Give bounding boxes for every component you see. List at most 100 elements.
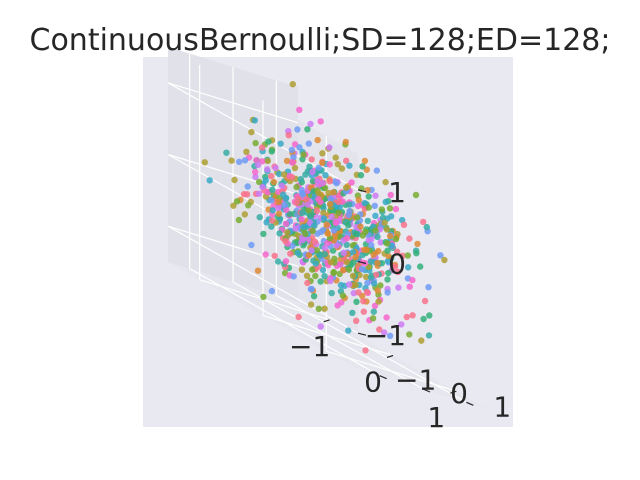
- scatter-point: [268, 217, 276, 224]
- scatter-point: [304, 279, 311, 287]
- scatter-point: [307, 285, 315, 293]
- scatter-point: [333, 180, 340, 187]
- scatter-point: [353, 230, 360, 237]
- scatter-point: [270, 178, 278, 186]
- scatter-point: [299, 236, 306, 243]
- scatter-point: [302, 171, 309, 178]
- scatter-point: [292, 225, 299, 232]
- scatter-point: [399, 252, 406, 259]
- scatter-point: [327, 195, 334, 202]
- scatter-point: [290, 154, 297, 161]
- scatter-point: [343, 235, 351, 242]
- scatter-point: [294, 249, 301, 257]
- x-tick-label: 0: [364, 366, 382, 399]
- tick-labels: −101−1 0 1−101: [289, 176, 511, 434]
- scatter-point: [289, 242, 296, 249]
- scatter-point: [414, 240, 421, 248]
- scatter-point: [395, 284, 402, 291]
- scatter-point: [363, 246, 370, 253]
- scatter-point: [326, 161, 333, 168]
- scatter-point: [349, 272, 357, 279]
- scatter-point: [441, 256, 448, 264]
- scatter-point: [379, 214, 387, 221]
- scatter-point: [260, 293, 267, 301]
- scatter-point: [307, 120, 314, 128]
- scatter-point: [319, 159, 326, 166]
- scatter-point: [339, 292, 347, 299]
- y-tick-mark: [379, 375, 387, 380]
- scatter-point: [316, 251, 323, 259]
- scatter-point: [304, 126, 311, 133]
- grid-y-floor: [276, 294, 467, 403]
- scatter-point: [290, 273, 297, 280]
- z-tick-mark: [357, 260, 367, 265]
- scatter-point: [382, 198, 389, 206]
- scatter-point: [268, 172, 275, 180]
- scatter-point: [364, 217, 371, 225]
- scatter-point: [330, 269, 337, 277]
- scatter-point: [296, 144, 303, 151]
- scatter-point: [340, 249, 347, 256]
- z-tick-label: 1: [388, 176, 406, 209]
- scatter-point: [319, 266, 327, 274]
- scatter-point: [309, 178, 317, 185]
- scatter-point: [233, 198, 241, 205]
- scatter-point: [241, 211, 248, 218]
- x-tick-label: −1: [289, 330, 330, 363]
- scatter-point: [315, 164, 322, 171]
- scatter-point: [314, 136, 321, 144]
- scatter-point: [384, 257, 391, 265]
- scatter-point: [278, 182, 286, 189]
- scatter-point: [319, 179, 327, 187]
- scatter-points: [201, 81, 448, 354]
- scatter-point: [268, 223, 275, 230]
- scatter-point: [345, 222, 352, 229]
- scatter-point: [291, 164, 299, 172]
- scatter-point: [412, 191, 420, 199]
- scatter-point: [384, 247, 391, 254]
- scatter-point: [259, 158, 266, 165]
- scatter-point: [350, 289, 357, 297]
- scatter-point: [372, 212, 379, 219]
- scatter-point: [258, 144, 266, 151]
- scatter-point: [282, 238, 289, 245]
- scatter-point: [374, 287, 381, 294]
- scatter-point: [305, 140, 312, 147]
- scatter-point: [332, 154, 339, 161]
- scatter-point: [272, 164, 279, 172]
- scatter-point: [376, 326, 383, 333]
- scatter-point: [392, 205, 400, 213]
- scatter-point: [400, 221, 408, 228]
- scatter-point: [386, 232, 394, 240]
- scatter-point: [357, 223, 364, 230]
- scatter-point: [308, 247, 315, 254]
- scatter-point: [289, 81, 296, 88]
- scatter-point: [382, 178, 389, 186]
- scatter-point: [369, 315, 377, 322]
- scatter-point: [264, 157, 271, 165]
- scatter-point: [336, 261, 344, 268]
- scatter-point: [313, 207, 321, 215]
- x-tick-label: 1: [427, 401, 445, 434]
- scatter-point: [236, 158, 243, 165]
- scatter-point: [295, 313, 302, 321]
- scatter-point: [268, 148, 275, 155]
- scatter-point: [423, 223, 430, 231]
- scatter-point: [255, 190, 263, 197]
- scatter-point: [288, 146, 295, 154]
- scatter-point: [372, 192, 379, 199]
- scatter-point: [307, 301, 315, 308]
- scatter-point: [322, 172, 329, 179]
- scatter-point: [386, 332, 394, 339]
- scatter-point: [235, 216, 243, 224]
- scatter-point: [296, 106, 303, 114]
- scatter-point: [377, 239, 384, 246]
- scatter-point: [362, 347, 369, 354]
- scatter-point: [391, 263, 399, 270]
- scatter-point: [403, 313, 410, 321]
- scatter-point: [293, 183, 300, 191]
- scatter-point: [312, 272, 319, 280]
- scatter-point: [335, 198, 342, 206]
- scatter-point: [255, 178, 263, 186]
- scatter-point: [248, 128, 255, 136]
